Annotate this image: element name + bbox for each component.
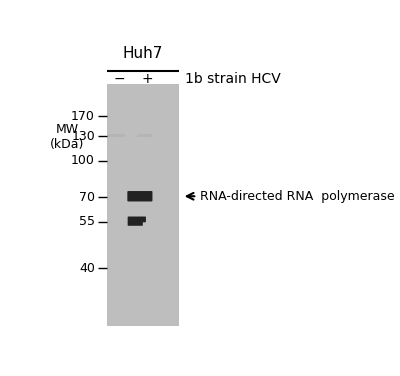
Text: 70: 70: [79, 191, 95, 204]
Bar: [107, 84, 179, 326]
Text: −: −: [114, 72, 126, 86]
Text: +: +: [142, 72, 154, 86]
Text: 40: 40: [79, 262, 95, 274]
Text: 100: 100: [71, 155, 95, 167]
Text: 130: 130: [71, 130, 95, 143]
Text: 170: 170: [71, 109, 95, 123]
FancyBboxPatch shape: [128, 217, 146, 222]
FancyBboxPatch shape: [127, 191, 152, 202]
Text: Huh7: Huh7: [123, 46, 163, 61]
Bar: [137, 134, 152, 137]
Text: MW
(kDa): MW (kDa): [50, 123, 84, 151]
Bar: [108, 134, 125, 137]
Text: 1b strain HCV: 1b strain HCV: [185, 72, 281, 86]
Text: RNA-directed RNA  polymerase  (HCV): RNA-directed RNA polymerase (HCV): [200, 190, 400, 203]
FancyBboxPatch shape: [128, 222, 143, 226]
Text: 55: 55: [79, 215, 95, 228]
